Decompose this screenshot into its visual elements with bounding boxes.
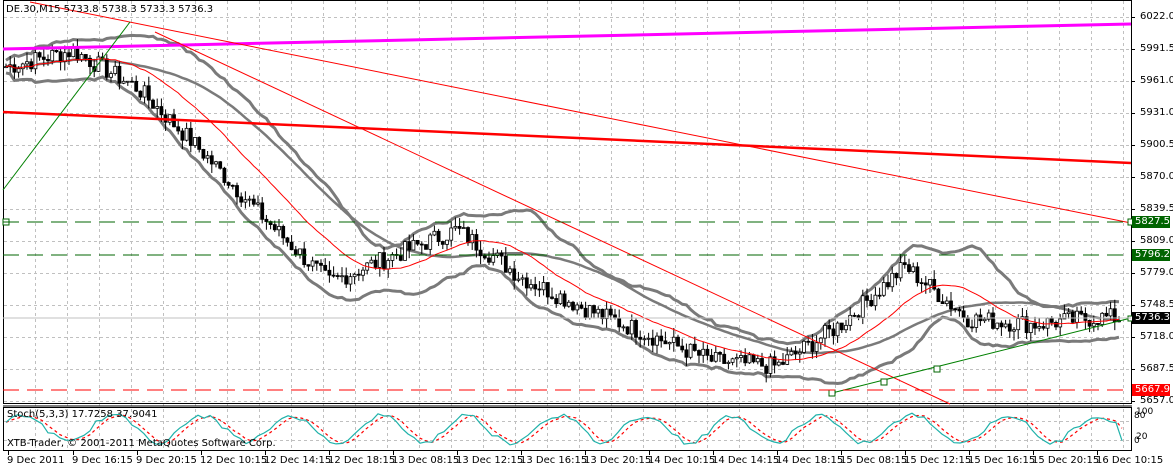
price-axis-label: 5931.0 (1140, 107, 1173, 118)
price-axis-label: 5748.5 (1140, 299, 1173, 310)
stoch-panel-frame (3, 407, 1132, 451)
stoch-axis-80: 80 (1134, 411, 1146, 421)
bollinger-bands (5, 33, 1120, 386)
price-axis-label: 5657.0 (1140, 395, 1173, 406)
time-axis-label: 13 Dec 08:15 (392, 455, 460, 466)
time-axis-label: 12 Dec 18:15 (328, 455, 396, 466)
time-axis-label: 13 Dec 16:15 (520, 455, 588, 466)
time-axis-label: 15 Dec 20:15 (1032, 455, 1100, 466)
main-chart-frame (3, 0, 1132, 404)
trendline-anchor (933, 365, 941, 373)
price-tag-resistance-2: 5796.2 (1132, 249, 1170, 261)
stoch-axis-20: 20 (1136, 432, 1148, 442)
stoch-main-line (5, 412, 1123, 446)
time-axis-label: 12 Dec 10:15 (200, 455, 268, 466)
time-axis-label: 15 Dec 12:15 (904, 455, 972, 466)
price-axis-label: 5779.0 (1140, 267, 1173, 278)
price-axis-label: 5718.0 (1140, 331, 1173, 342)
trendline-green-up-1 (2, 21, 131, 191)
trendline-anchor (828, 389, 836, 397)
price-tag-support: 5667.9 (1132, 384, 1170, 396)
time-axis-label: 9 Dec 20:15 (136, 455, 197, 466)
time-axis-label: 14 Dec 10:15 (648, 455, 716, 466)
price-axis-label: 6022.0 (1140, 11, 1173, 22)
time-axis-label: 9 Dec 16:15 (72, 455, 133, 466)
time-axis-label: 15 Dec 16:15 (968, 455, 1036, 466)
price-tag-current: 5736.3 (1132, 312, 1170, 324)
stoch-axis-100: 100 (1136, 407, 1154, 417)
trendline-red-thick (2, 110, 1132, 165)
trendline-magenta (2, 22, 1132, 51)
time-axis-label: 14 Dec 18:15 (776, 455, 844, 466)
trendline-green-up-2 (831, 317, 1132, 394)
time-axis-label: 9 Dec 2011 (7, 455, 65, 466)
price-axis-label: 5687.5 (1140, 363, 1173, 374)
trendline-anchor (880, 378, 888, 386)
copyright-label: XTB-Trader, © 2001-2011 MetaQuotes Softw… (7, 438, 276, 449)
price-axis-label: 5961.0 (1140, 75, 1173, 86)
grid-lines (4, 1, 1131, 450)
time-axis-label: 14 Dec 14:15 (712, 455, 780, 466)
price-axis-label: 5839.5 (1140, 203, 1173, 214)
time-axis-label: 15 Dec 08:15 (840, 455, 908, 466)
price-axis-label: 5900.5 (1140, 139, 1173, 150)
price-axis-label: 5991.5 (1140, 43, 1173, 54)
time-axis-label: 13 Dec 12:15 (456, 455, 524, 466)
time-axis-label: 13 Dec 20:15 (584, 455, 652, 466)
chart-title: DE.30,M15 5733.8 5738.3 5733.3 5736.3 (6, 4, 214, 15)
moving-average (5, 58, 1120, 361)
stoch-signal-line (5, 414, 1123, 445)
horizontal-levels[interactable] (3, 221, 1131, 391)
trendline-red-thin-1 (29, 1, 1132, 224)
stoch-axis-0: 0 (1134, 436, 1140, 446)
price-axis-label: 5870.0 (1140, 171, 1173, 182)
stochastic-label: Stoch(5,3,3) 17.7258 37.9041 (7, 409, 158, 420)
candlesticks (4, 39, 1121, 383)
trendline-red-thin-2 (154, 31, 951, 405)
time-axis-label: 12 Dec 14:15 (264, 455, 332, 466)
price-axis-label: 5809.0 (1140, 235, 1173, 246)
time-axis-label: 16 Dec 10:15 (1096, 455, 1164, 466)
price-tag-resistance-1: 5827.5 (1132, 216, 1170, 228)
